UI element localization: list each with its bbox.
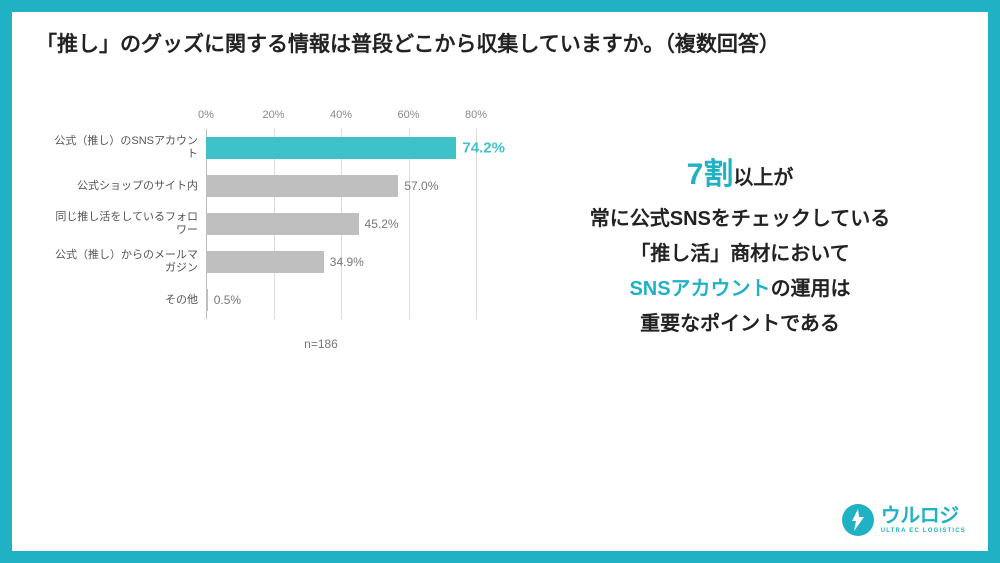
bar-label: 公式ショップのサイト内 — [46, 180, 206, 193]
bar-value-label: 0.5% — [214, 293, 241, 307]
gridline — [476, 205, 477, 243]
bar-row: 同じ推し活をしているフォロワー45.2% — [46, 205, 476, 243]
brand-logo-text: ウルロジ ULTRA EC LOGISTICS — [881, 506, 966, 534]
bar: 0.5% — [206, 289, 208, 311]
sample-size-label: n=186 — [166, 337, 476, 351]
callout-panel: 7割以上が 常に公式SNSをチェックしている 「推し活」商材において SNSアカ… — [476, 109, 964, 351]
gridline — [476, 167, 477, 205]
slide-frame: 「推し」のグッズに関する情報は普段どこから収集していますか。（複数回答） 0% 2… — [0, 0, 1000, 563]
x-tick: 40% — [330, 109, 352, 121]
x-tick: 0% — [198, 109, 214, 121]
bar-row: 公式（推し）からのメールマガジン34.9% — [46, 243, 476, 281]
callout-line-1-rest: 以上が — [733, 167, 793, 189]
callout-line-3: 「推し活」商材において — [516, 237, 964, 272]
bar-label: 同じ推し活をしているフォロワー — [46, 211, 206, 237]
gridline — [409, 281, 410, 319]
gridline — [409, 205, 410, 243]
callout-line-4: SNSアカウントの運用は — [516, 272, 964, 307]
callout-line-4-rest: の運用は — [771, 278, 851, 300]
x-axis-ticks: 0%20%40%60%80% — [206, 109, 476, 129]
callout-big-number: 7割 — [687, 158, 734, 191]
bar: 74.2% — [206, 137, 456, 159]
bar-label: 公式（推し）からのメールマガジン — [46, 249, 206, 275]
callout-line-1: 7割以上が — [516, 149, 964, 202]
bar: 45.2% — [206, 213, 359, 235]
bar-row: 公式ショップのサイト内57.0% — [46, 167, 476, 205]
callout-accent-text: SNSアカウント — [629, 278, 770, 300]
gridline — [341, 281, 342, 319]
slide-title: 「推し」のグッズに関する情報は普段どこから収集していますか。（複数回答） — [36, 30, 964, 59]
content-row: 0%20%40%60%80% 公式（推し）のSNSアカウント74.2%公式ショッ… — [36, 109, 964, 351]
bar-row: その他0.5% — [46, 281, 476, 319]
bar-track: 45.2% — [206, 205, 476, 243]
bar-value-label: 74.2% — [462, 140, 505, 157]
callout-line-2: 常に公式SNSをチェックしている — [516, 202, 964, 237]
gridline — [274, 281, 275, 319]
callout-line-5: 重要なポイントである — [516, 307, 964, 342]
gridline — [476, 243, 477, 281]
x-tick: 20% — [262, 109, 284, 121]
bar: 34.9% — [206, 251, 324, 273]
brand-logo-mark — [841, 503, 875, 537]
bar-track: 57.0% — [206, 167, 476, 205]
x-tick: 60% — [397, 109, 419, 121]
bars-container: 公式（推し）のSNSアカウント74.2%公式ショップのサイト内57.0%同じ推し… — [46, 129, 476, 319]
x-tick: 80% — [465, 109, 487, 121]
bar-track: 34.9% — [206, 243, 476, 281]
bar: 57.0% — [206, 175, 398, 197]
bar-label: 公式（推し）のSNSアカウント — [46, 135, 206, 161]
bar-value-label: 34.9% — [330, 255, 364, 269]
bar-row: 公式（推し）のSNSアカウント74.2% — [46, 129, 476, 167]
brand-logo: ウルロジ ULTRA EC LOGISTICS — [841, 503, 966, 537]
brand-tagline: ULTRA EC LOGISTICS — [881, 528, 966, 534]
bar-label: その他 — [46, 294, 206, 307]
bar-chart: 0%20%40%60%80% 公式（推し）のSNSアカウント74.2%公式ショッ… — [46, 109, 476, 351]
bar-track: 74.2% — [206, 129, 476, 167]
gridline — [409, 243, 410, 281]
gridline — [476, 281, 477, 319]
bar-value-label: 57.0% — [404, 179, 438, 193]
brand-name: ウルロジ — [881, 506, 966, 526]
bar-track: 0.5% — [206, 281, 476, 319]
bar-value-label: 45.2% — [365, 217, 399, 231]
x-axis: 0%20%40%60%80% — [46, 109, 476, 129]
